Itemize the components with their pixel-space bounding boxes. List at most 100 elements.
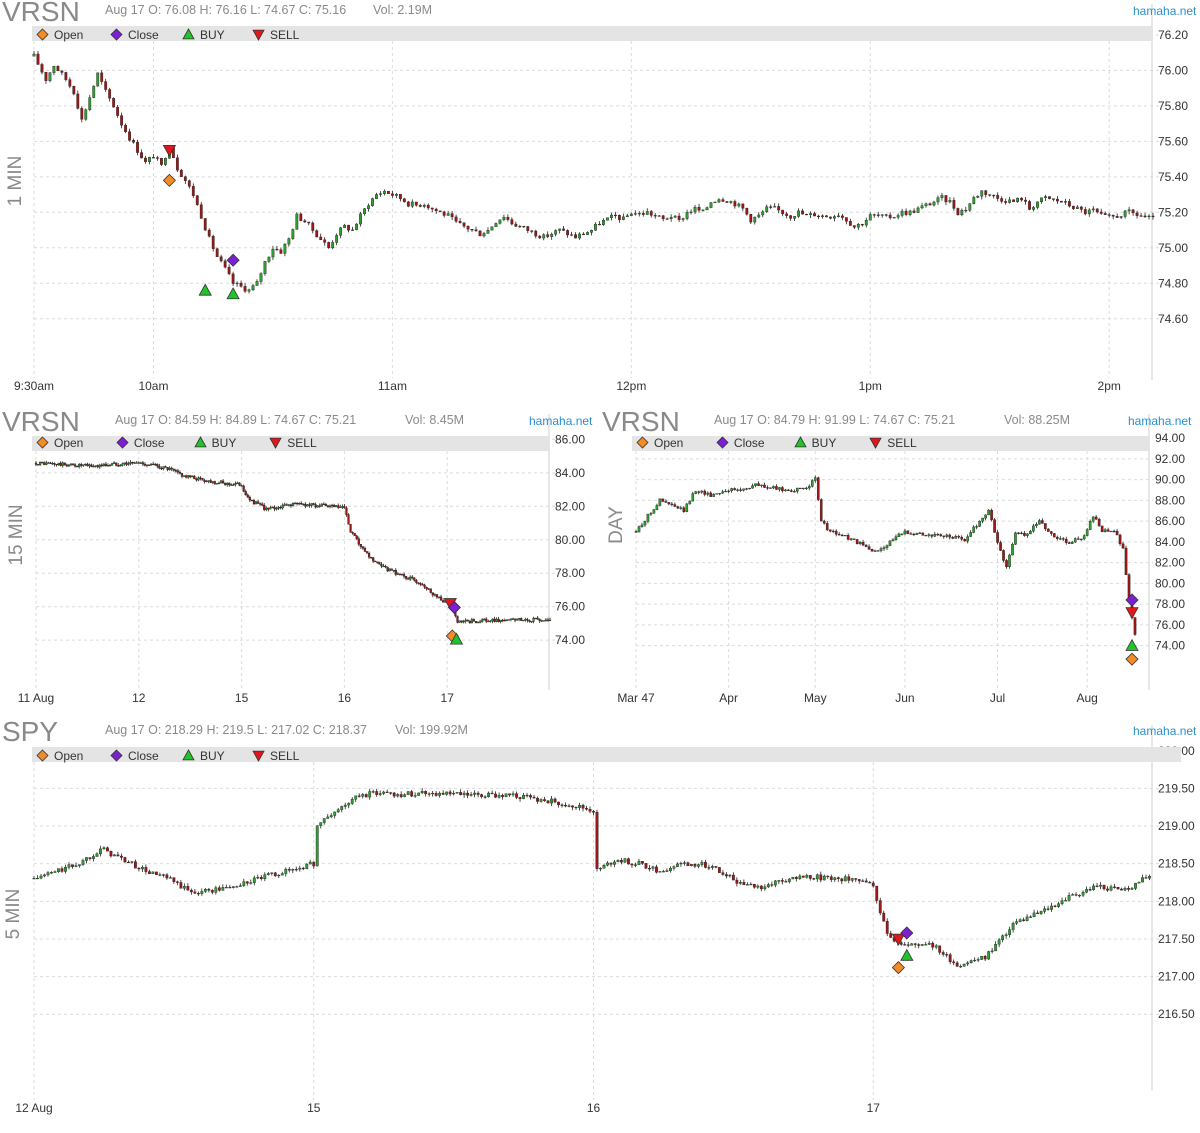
candle [697, 863, 700, 869]
candle [425, 586, 428, 591]
candle [55, 464, 58, 467]
candle [787, 877, 791, 884]
candle [44, 71, 48, 84]
candle [885, 918, 889, 937]
candle [1112, 529, 1116, 533]
candle [376, 561, 379, 564]
candle [996, 192, 1000, 202]
candle [396, 572, 399, 575]
timeframe-label: 15 MIN [6, 504, 27, 566]
candle [96, 464, 99, 469]
candle [530, 620, 533, 623]
candle [221, 884, 225, 891]
candle [963, 538, 966, 542]
candle [1014, 531, 1017, 545]
chart-day-plot: 94.00 92.00 90.00 88.00 86.00 84.00 82.00 80.00… [617, 414, 1185, 705]
candle [135, 461, 138, 464]
candle [1012, 199, 1016, 203]
candle [343, 223, 347, 229]
candle [924, 941, 928, 946]
candle [745, 487, 748, 491]
candle [275, 245, 279, 251]
candle [665, 868, 669, 872]
candle [236, 481, 239, 484]
candle [199, 476, 202, 481]
candle [873, 549, 877, 552]
candle [701, 209, 705, 212]
candle [60, 70, 64, 76]
candle [482, 231, 486, 238]
candle [434, 207, 438, 215]
candle [335, 505, 338, 508]
candle [39, 461, 42, 467]
candle [1085, 528, 1089, 537]
candle [254, 500, 258, 505]
legend-label: Close [128, 748, 159, 763]
candle [610, 212, 613, 221]
candle [136, 139, 139, 156]
chart-panel-5min: 220.00219.50219.00218.50218.00217.50217.… [0, 720, 1200, 1133]
candle [667, 502, 671, 506]
candle [261, 502, 264, 507]
site-link[interactable]: hamaha.net [1128, 414, 1192, 428]
site-link[interactable]: hamaha.net [1133, 724, 1197, 738]
candle [217, 481, 221, 485]
candle [550, 232, 554, 240]
candle [686, 861, 690, 867]
candle [160, 157, 163, 167]
legend-item-sell: SELL [252, 27, 299, 42]
site-link[interactable]: hamaha.net [529, 414, 593, 428]
candle [199, 201, 203, 219]
candle [554, 229, 558, 237]
candle [798, 874, 802, 881]
candle [769, 204, 773, 210]
candle [88, 857, 92, 861]
y-tick-label: 75.80 [1158, 99, 1188, 113]
candle [1048, 196, 1051, 200]
candle [585, 805, 588, 811]
candle [1137, 881, 1141, 884]
candle [277, 505, 280, 511]
candle [975, 524, 978, 530]
candle [737, 202, 741, 208]
legend-bar [32, 747, 1181, 762]
site-link[interactable]: hamaha.net [1133, 4, 1197, 18]
sell-triangle-icon [269, 437, 282, 449]
candle [350, 797, 354, 806]
candle [515, 791, 518, 800]
candle [944, 195, 948, 206]
y-tick-label: 78.00 [555, 566, 585, 580]
candle [781, 209, 785, 217]
candle [916, 206, 920, 213]
candle [1035, 522, 1038, 528]
candle [941, 950, 945, 957]
candle [319, 822, 323, 829]
candle [267, 507, 270, 512]
candle [760, 484, 763, 488]
candle [992, 194, 996, 199]
candle [754, 483, 757, 488]
candle [131, 461, 134, 465]
candle [879, 546, 883, 553]
candle [840, 533, 844, 537]
candle [424, 790, 428, 797]
candle [129, 460, 132, 466]
candle [303, 219, 307, 223]
candle [175, 154, 179, 172]
candle [1044, 194, 1047, 201]
candle [98, 463, 101, 469]
candle [1130, 886, 1134, 890]
candle [799, 487, 802, 490]
candle [1106, 527, 1110, 532]
candle [843, 534, 847, 537]
candle [518, 617, 521, 622]
candle [892, 216, 896, 219]
candle [483, 795, 487, 799]
candle [139, 461, 142, 465]
candle [53, 870, 57, 873]
candle [882, 910, 886, 922]
candle [1057, 901, 1060, 908]
candle [65, 463, 68, 468]
candle [1071, 205, 1075, 211]
candle [427, 792, 431, 797]
